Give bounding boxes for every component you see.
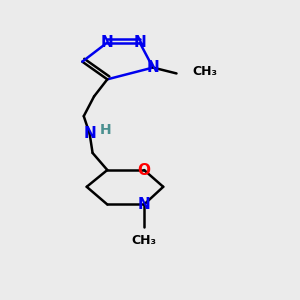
Text: N: N — [133, 35, 146, 50]
Text: CH₃: CH₃ — [132, 234, 157, 247]
Text: N: N — [101, 35, 114, 50]
Text: CH₃: CH₃ — [193, 65, 218, 79]
Text: O: O — [138, 163, 151, 178]
Text: N: N — [138, 197, 151, 212]
Text: H: H — [100, 123, 112, 137]
Text: N: N — [147, 60, 159, 75]
Text: N: N — [83, 126, 96, 141]
